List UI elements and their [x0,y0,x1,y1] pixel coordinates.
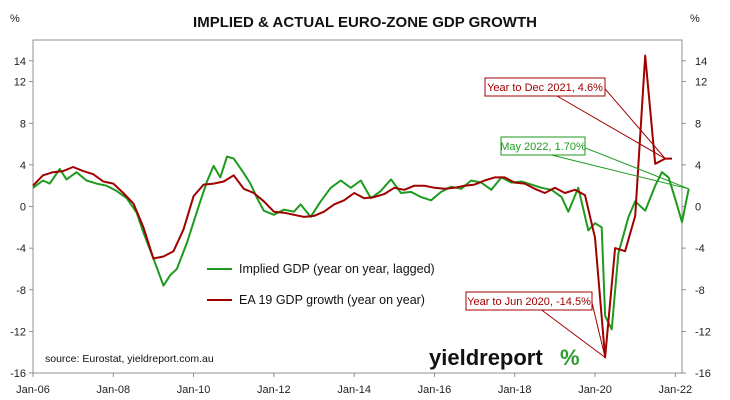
y-tick-right-label: -8 [695,285,705,297]
legend-label-implied: Implied GDP (year on year, lagged) [239,262,435,276]
y-tick-left-label: 0 [20,202,26,214]
y-tick-right-label: 0 [695,202,701,214]
y-tick-right-label: 8 [695,118,701,130]
annotation-box [484,77,606,97]
x-tick-label: Jan-20 [578,384,612,396]
annotation-leader [556,95,666,160]
y-tick-left-label: -12 [10,326,26,338]
annotation-text: May 2022, 1.70% [500,141,586,153]
ea19-gdp-line [32,54,672,359]
chart-title: IMPLIED & ACTUAL EURO-ZONE GDP GROWTH [193,14,537,31]
y-tick-right-label: -16 [695,368,711,380]
x-tick-label: Jan-08 [96,384,130,396]
y-tick-right-label: -12 [695,326,711,338]
x-tick-label: Jan-18 [498,384,532,396]
y-tick-left-label: -8 [16,285,26,297]
source-note: source: Eurostat, yieldreport.com.au [45,353,214,365]
y-tick-left-label: 12 [14,77,26,89]
x-tick-label: Jan-14 [337,384,371,396]
y-tick-left-label: 14 [14,56,26,68]
y-tick-left-label: -4 [16,243,26,255]
y-tick-left-label: 4 [20,160,26,172]
annotation-box [500,136,586,156]
x-tick-label: Jan-12 [257,384,291,396]
legend-label-actual: EA 19 GDP growth (year on year) [239,293,425,307]
y-tick-left-label: -16 [10,368,26,380]
annotation-leader [541,309,606,358]
y-tick-right-label: 14 [695,56,707,68]
y-tick-right-label: 4 [695,160,701,172]
annotation-box [465,291,593,311]
x-tick-label: Jan-22 [658,384,692,396]
annotation-leader [551,154,689,190]
yieldreport-logo: yieldreport % [429,345,580,370]
annotation-may-2022: May 2022, 1.70% [500,136,689,190]
x-tick-label: Jan-16 [418,384,452,396]
annotation-dec-2021: Year to Dec 2021, 4.6% [484,77,666,160]
annotation-leader [591,302,606,358]
legend: Implied GDP (year on year, lagged) EA 19… [207,262,435,307]
annotation-text: Year to Jun 2020, -14.5% [467,296,591,308]
x-tick-label: Jan-06 [16,384,50,396]
y-tick-right-label: -4 [695,243,705,255]
annotation-leader [584,147,689,190]
annotation-leader [604,88,666,159]
left-axis-unit: % [10,13,20,25]
right-axis-unit: % [690,13,700,25]
annotation-text: Year to Dec 2021, 4.6% [487,82,603,94]
y-tick-left-label: 8 [20,118,26,130]
x-tick-label: Jan-10 [177,384,211,396]
logo-wordmark: yieldreport [429,345,543,370]
logo-percent: % [560,345,580,370]
annotation-jun-2020: Year to Jun 2020, -14.5% [465,291,606,358]
y-tick-right-label: 12 [695,77,707,89]
